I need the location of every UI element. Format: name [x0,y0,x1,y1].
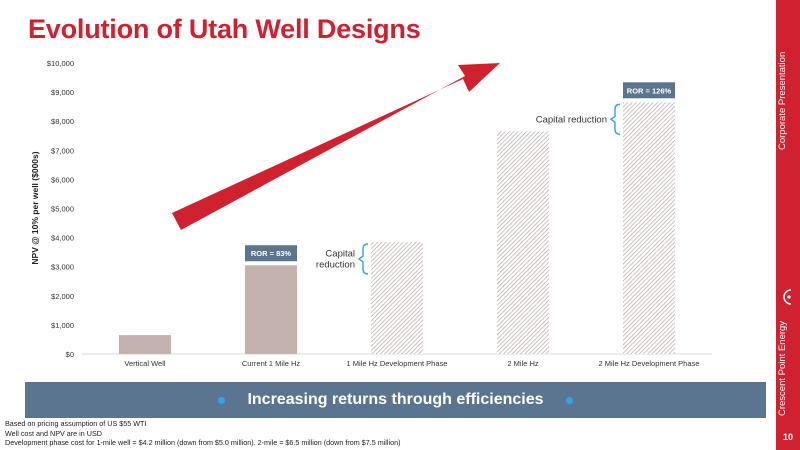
x-tick-label: 2 Mile Hz [507,359,539,368]
footnote-line: Well cost and NPV are in USD [5,428,102,438]
y-tick-label: $1,000 [51,321,74,330]
sidebar-strip [776,0,800,450]
bar [623,102,675,354]
growth-arrow-icon [172,63,500,230]
presentation-label: Corporate Presentation [777,51,788,150]
bullet-dot-icon [218,396,226,404]
y-tick-label: $3,000 [51,263,74,272]
ror-badge [245,245,297,262]
y-tick-label: $0 [66,350,74,359]
efficiency-banner: Increasing returns through efficiencies [25,382,766,418]
bar [245,265,297,354]
y-tick-label: $8,000 [51,117,74,126]
y-tick-label: $10,000 [47,59,74,68]
bracket-icon [609,103,621,135]
y-tick-label: $4,000 [51,234,74,243]
footnote-line: Based on pricing assumption of US $55 WT… [5,419,147,428]
footnotes: Based on pricing assumption of US $55 WT… [5,419,400,448]
ror-badge [623,82,675,99]
capital-reduction-label: Capital [325,248,355,259]
bullet-dot-icon [565,396,573,404]
capital-reduction-label: reduction [316,259,355,270]
ror-label: ROR = 126% [627,86,672,95]
y-tick-label: $6,000 [51,175,74,184]
footnote-line: Development phase cost for 1-mile well =… [5,438,401,447]
slide-title: Evolution of Utah Well Designs [28,14,421,44]
npv-bar-chart: NPV @ 10% per well ($000s) $0 $1,000 $2,00… [30,59,712,368]
bar [497,131,549,354]
y-tick-label: $7,000 [51,146,74,155]
bar [371,241,423,354]
page-number: 10 [782,432,793,442]
crescent-point-logo-icon [783,289,792,305]
y-tick-label: $9,000 [51,88,74,97]
banner-text: Increasing returns through efficiencies [247,391,544,408]
y-tick-label: $2,000 [51,292,74,301]
x-tick-label: Vertical Well [124,359,165,368]
ror-label: ROR = 83% [251,249,292,258]
x-tick-label: 1 Mile Hz Development Phase [347,359,448,368]
x-tick-label: Current 1 Mile Hz [242,359,301,368]
y-axis-label: NPV @ 10% per well ($000s) [30,151,40,264]
capital-reduction-label: Capital reduction [536,114,607,125]
x-tick-label: 2 Mile Hz Development Phase [599,359,700,368]
company-name: Crescent Point Energy [777,320,788,416]
bar [119,335,171,354]
bracket-icon [357,243,369,275]
y-tick-label: $5,000 [51,205,74,214]
